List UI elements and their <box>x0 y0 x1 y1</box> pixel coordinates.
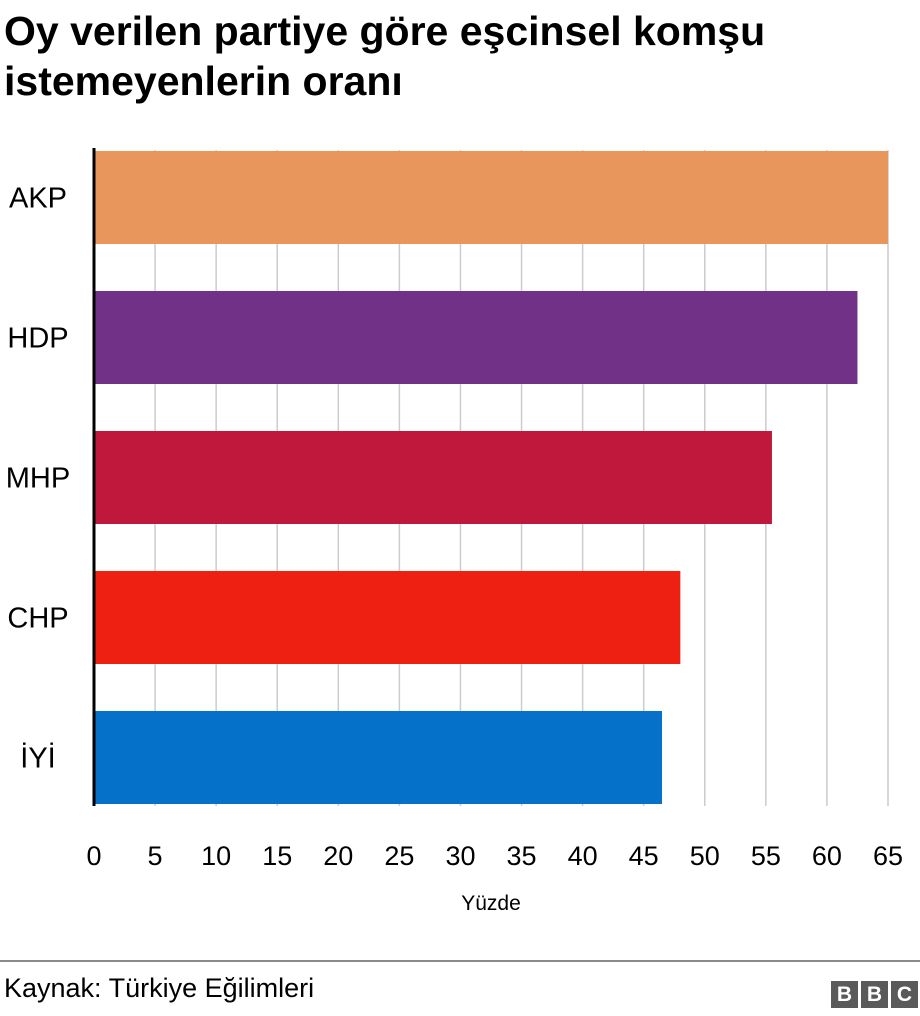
x-tick-label: 45 <box>629 841 659 871</box>
x-tick-label: 55 <box>751 841 781 871</box>
x-tick-label: 50 <box>690 841 720 871</box>
x-tick-label: 40 <box>568 841 598 871</box>
x-tick-label: 25 <box>384 841 414 871</box>
bar-akp <box>94 151 888 244</box>
x-tick-labels: 0 5 10 15 20 25 30 35 40 45 50 55 60 65 <box>86 841 903 871</box>
x-tick-label: 15 <box>262 841 292 871</box>
category-labels: AKP HDP MHP CHP İYİ <box>6 183 70 775</box>
chart-title: Oy verilen partiye göre eşcinsel komşu i… <box>4 8 766 104</box>
bar-i̇yi̇ <box>94 711 663 804</box>
x-tick-label: 20 <box>323 841 353 871</box>
x-tick-label: 60 <box>812 841 842 871</box>
x-tick-label: 65 <box>873 841 903 871</box>
x-tick-label: 30 <box>445 841 475 871</box>
category-label: CHP <box>7 603 68 635</box>
bbc-logo: B B C <box>831 981 918 1008</box>
x-tick-label: 5 <box>148 841 163 871</box>
logo-letter: B <box>861 981 888 1008</box>
category-label: AKP <box>9 183 67 215</box>
x-tick-label: 35 <box>507 841 537 871</box>
x-axis-title: Yüzde <box>461 892 521 915</box>
logo-letter: B <box>831 981 858 1008</box>
source-note: Kaynak: Türkiye Eğilimleri <box>4 973 315 1003</box>
category-label: MHP <box>6 463 70 495</box>
bar-mhp <box>94 431 772 524</box>
category-label: İYİ <box>20 742 55 775</box>
x-tick-label: 0 <box>86 841 101 871</box>
bar-chart: AKP HDP MHP CHP İYİ 0 5 10 15 20 25 30 35 40 45 50 55 60… <box>6 148 903 915</box>
bar-hdp <box>94 291 858 384</box>
category-label: HDP <box>7 323 68 355</box>
logo-letter: C <box>891 981 918 1008</box>
x-tick-label: 10 <box>201 841 231 871</box>
bar-chp <box>94 571 681 664</box>
footer-divider <box>0 960 920 962</box>
bars <box>94 151 888 804</box>
